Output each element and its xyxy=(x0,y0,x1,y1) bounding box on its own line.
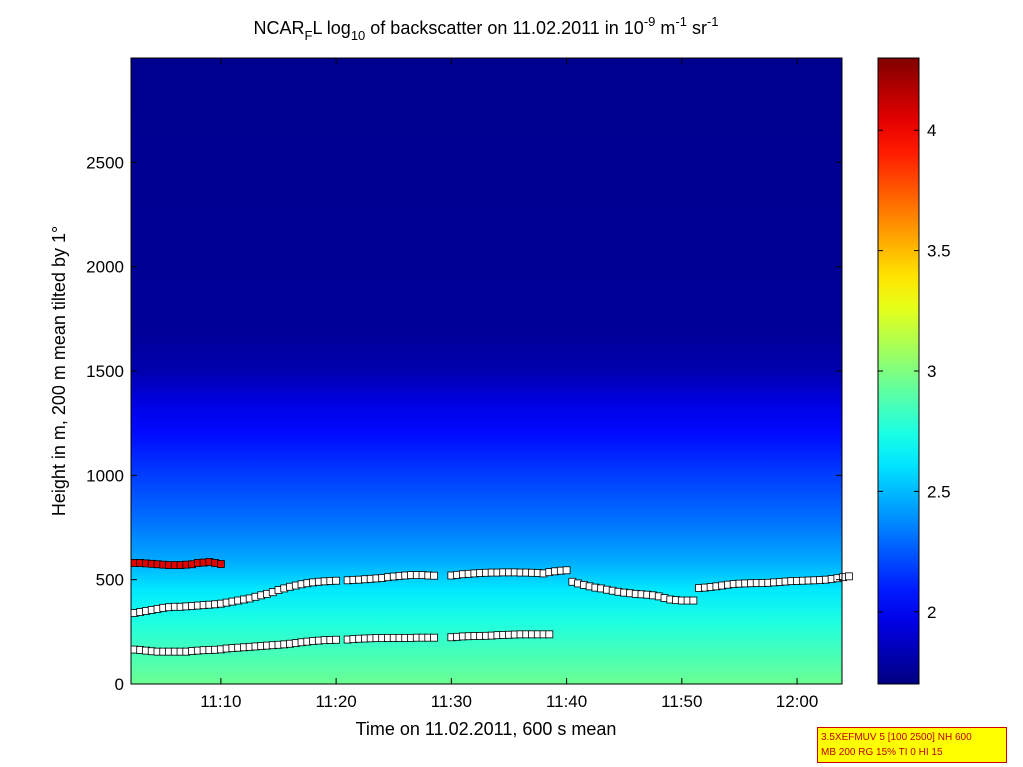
data-point xyxy=(689,596,698,605)
processing-info-box: 3.5XEFMUV 5 [100 2500] NH 600 MB 200 RG … xyxy=(817,727,1007,763)
colorbar-ticks: 2 2.5 3 3.5 4 xyxy=(878,121,951,622)
colorbar-tick-label: 3 xyxy=(927,362,936,381)
colorbar: 2 2.5 3 3.5 4 xyxy=(877,57,951,685)
data-point xyxy=(562,566,571,575)
data-point xyxy=(332,576,341,585)
layer-markers xyxy=(130,558,853,656)
data-point xyxy=(216,560,225,568)
data-point xyxy=(845,572,853,581)
x-axis: 11:10 11:20 11:30 11:40 11:50 12:00 xyxy=(200,58,818,711)
x-axis-label: Time on 11.02.2011, 600 s mean xyxy=(356,719,617,739)
y-tick-label: 1500 xyxy=(86,362,124,381)
title-subscript-10: 10 xyxy=(351,28,365,43)
y-tick-label: 1000 xyxy=(86,466,124,485)
x-tick-label: 11:40 xyxy=(546,692,587,711)
x-tick-label: 11:50 xyxy=(661,692,702,711)
colorbar-tick-label: 4 xyxy=(927,121,936,140)
info-line-2: MB 200 RG 15% TI 0 HI 15 xyxy=(821,747,943,758)
y-axis-label: Height in m, 200 m mean tilted by 1° xyxy=(49,226,69,516)
y-tick-label: 0 xyxy=(115,675,124,694)
colorbar-tick-label: 2.5 xyxy=(927,482,951,501)
title-superscript-sr: -1 xyxy=(707,14,719,29)
x-tick-label: 11:30 xyxy=(431,692,472,711)
colorbar-tick-label: 3.5 xyxy=(927,242,951,261)
data-point xyxy=(332,635,341,644)
x-tick-label: 11:10 xyxy=(200,692,241,711)
marker-series xyxy=(130,566,853,617)
title-prefix: NCAR xyxy=(253,18,304,38)
marker-series xyxy=(130,630,554,656)
x-tick-label: 12:00 xyxy=(776,692,819,711)
title-after-subscript: L log xyxy=(312,18,350,38)
x-tick-label: 11:20 xyxy=(315,692,356,711)
heatmap-background xyxy=(131,58,842,684)
y-tick-label: 2500 xyxy=(86,153,124,172)
plot-area: 11:10 11:20 11:30 11:40 11:50 12:00 0 500 1000 1… xyxy=(86,57,853,711)
data-point xyxy=(545,630,554,639)
title-unit-m: m xyxy=(655,18,675,38)
title-unit-sr: sr xyxy=(687,18,707,38)
y-axis: 0 500 1000 1500 2000 2500 xyxy=(86,153,842,694)
title-subscript-f: F xyxy=(305,28,313,43)
title-superscript-m: -1 xyxy=(675,14,687,29)
colorbar-fill xyxy=(878,58,919,684)
data-point xyxy=(430,633,438,642)
data-point xyxy=(430,571,438,580)
title-middle: of backscatter on 11.02.2011 in 10 xyxy=(365,18,644,38)
chart-title: NCARFL log10 of backscatter on 11.02.201… xyxy=(253,14,718,43)
marker-series xyxy=(130,558,225,569)
title-superscript-exp: -9 xyxy=(644,14,656,29)
y-tick-label: 500 xyxy=(96,571,124,590)
info-line-1: 3.5XEFMUV 5 [100 2500] NH 600 xyxy=(821,732,972,743)
y-tick-label: 2000 xyxy=(86,258,124,277)
colorbar-tick-label: 2 xyxy=(927,603,936,622)
